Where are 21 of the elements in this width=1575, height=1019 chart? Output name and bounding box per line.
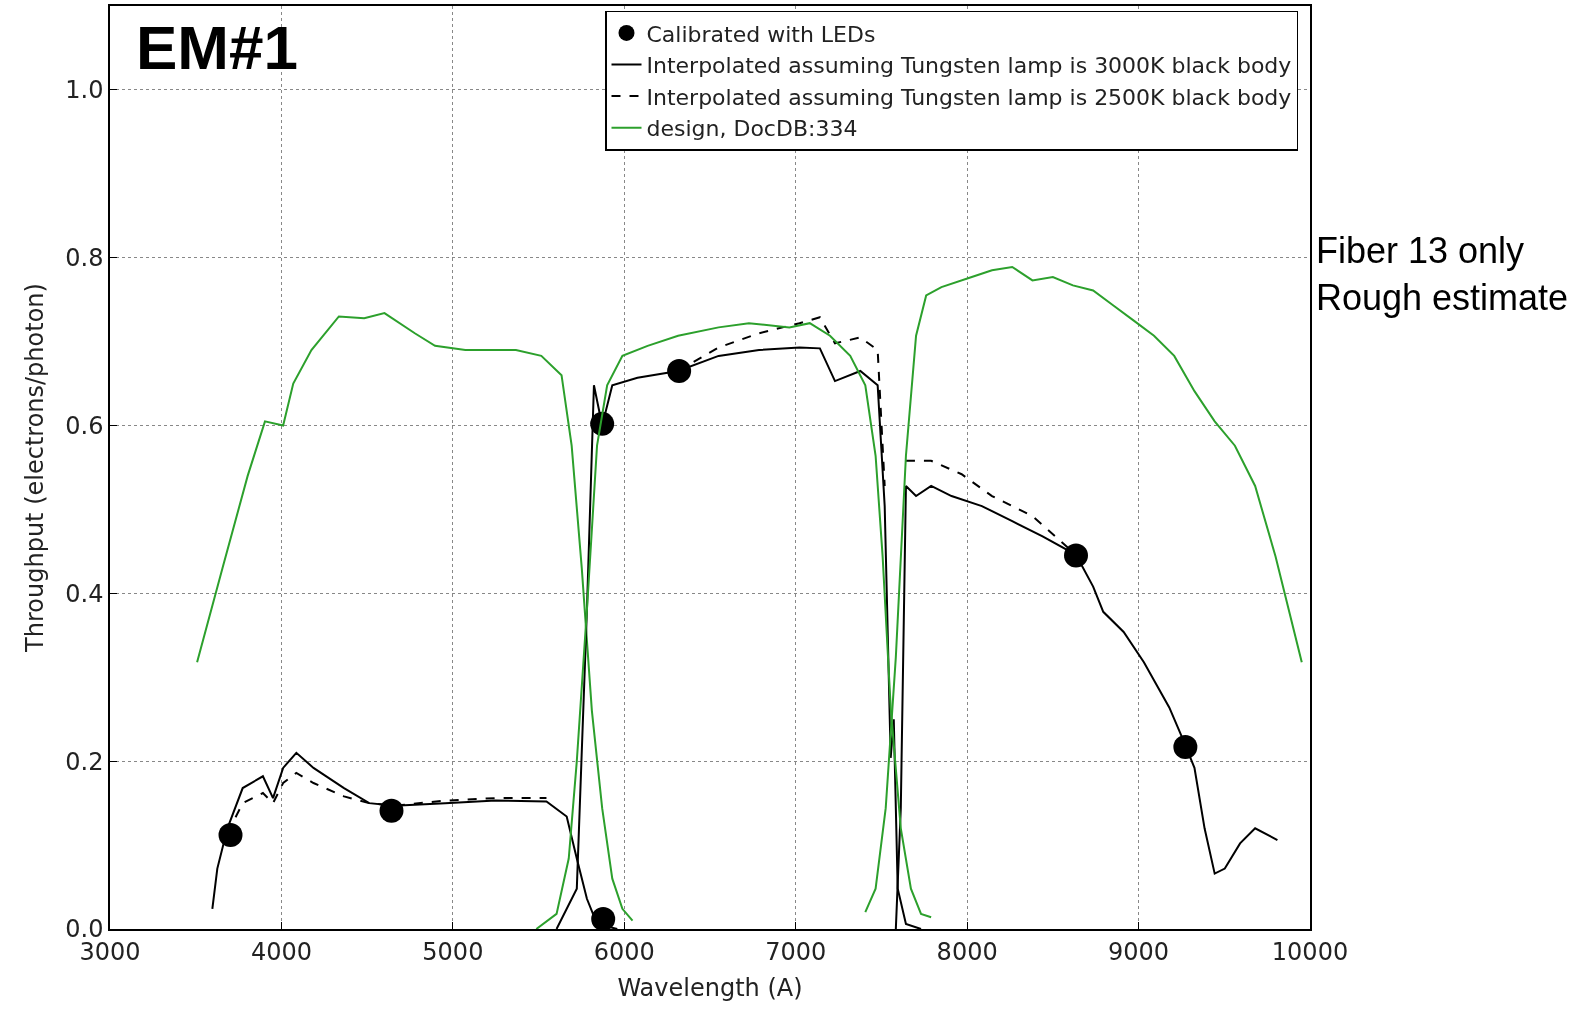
y-tick-label: 0.8 bbox=[65, 244, 104, 273]
y-tick-label: 0.2 bbox=[65, 747, 104, 776]
x-tick-label: 8000 bbox=[936, 937, 998, 966]
x-tick-label: 9000 bbox=[1108, 937, 1170, 966]
y-tick-label: 0.4 bbox=[65, 579, 104, 608]
x-tick-label: 5000 bbox=[422, 937, 484, 966]
annotation: EM#1 bbox=[136, 13, 298, 82]
y-axis-title: Throughput (electrons/photon) bbox=[20, 283, 49, 653]
x-tick-label: 7000 bbox=[765, 937, 827, 966]
x-tick-label: 4000 bbox=[250, 937, 312, 966]
y-tick-label: 1.0 bbox=[65, 76, 104, 105]
legend-label: Interpolated assuming Tungsten lamp is 3000K black body bbox=[646, 53, 1292, 79]
x-tick-label: 10000 bbox=[1271, 937, 1349, 966]
x-axis-title: Wavelength (A) bbox=[617, 974, 803, 1003]
legend-label: design, DocDB:334 bbox=[646, 116, 858, 142]
text: Fiber 13 only Rough estimate bbox=[1316, 230, 1569, 318]
legend-label: Calibrated with LEDs bbox=[646, 21, 876, 47]
x-tick-label: 6000 bbox=[593, 937, 655, 966]
y-tick-label: 0.6 bbox=[65, 411, 104, 440]
legend-label: Interpolated assuming Tungsten lamp is 2500K black body bbox=[646, 84, 1292, 110]
x-tick-label: 3000 bbox=[79, 937, 141, 966]
